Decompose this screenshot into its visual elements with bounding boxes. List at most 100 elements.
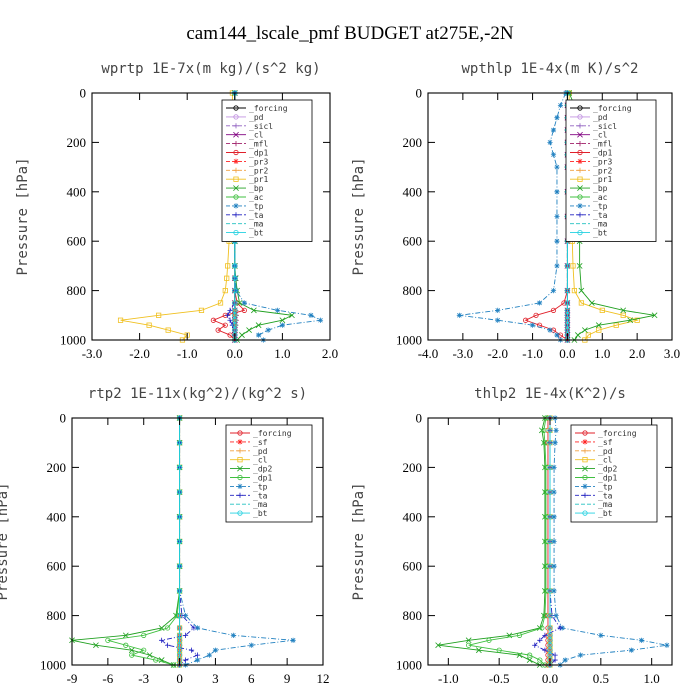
legend-marker [582,430,588,436]
legend-entry: _pr2 [249,166,268,175]
x-tick-label: -1.0 [522,346,543,361]
series-line [459,92,567,341]
data-point [564,300,571,306]
x-tick-label: -2.0 [487,346,508,361]
data-point [210,317,216,323]
data-point [308,312,314,318]
series-line [524,93,568,341]
data-point [547,514,553,520]
data-point [117,317,124,323]
x-tick-label: -9 [67,671,78,686]
legend-marker [233,194,239,200]
series-dp2 [435,415,548,668]
data-point [232,263,238,269]
data-point [176,588,183,594]
data-point [547,612,553,619]
y-tick-label: 800 [403,608,423,623]
data-point [227,307,233,313]
legend-marker [577,131,583,138]
data-point [122,632,129,639]
data-point [532,642,538,648]
y-tick-label: 400 [47,509,67,524]
data-point [165,625,171,631]
legend-entry: _mfl [249,140,268,149]
data-point [547,139,553,145]
data-point [542,647,548,653]
series-line [120,93,233,341]
legend-entry: _pr1 [593,175,612,184]
data-point [533,312,539,318]
plot-frame [427,92,673,341]
data-point [182,632,189,638]
data-point [93,642,99,649]
data-point [176,538,183,545]
data-point [141,632,147,638]
series-line [438,417,546,666]
data-point [547,538,553,545]
data-point [232,317,238,323]
data-point [554,164,560,170]
data-point [564,327,571,333]
data-point [176,440,183,446]
data-point [194,657,201,663]
legend-entry: _tp [253,482,268,491]
y-tick-label: 400 [403,509,423,524]
data-point [241,300,247,306]
data-point [225,263,231,269]
data-point [570,263,576,269]
series-dp2 [69,415,183,668]
legend-entry: _forcing [253,429,292,438]
data-point [206,652,213,658]
legend-marker [233,212,239,218]
data-point [128,647,135,654]
legend-entry: _pr2 [593,166,612,175]
x-tick-label: 0.0 [542,671,558,686]
data-point [255,322,262,329]
plot-frame [71,417,324,666]
data-point [547,427,553,433]
data-point [176,612,183,619]
data-point [105,637,111,643]
legend-entry: _bp [593,184,608,193]
y-tick-label: 400 [67,184,87,199]
data-point [553,427,559,433]
data-point [217,300,224,306]
data-point [176,652,183,658]
data-point [554,263,560,269]
legend-marker [233,203,239,209]
legend-marker [577,141,583,147]
y-tick-label: 1000 [60,333,86,348]
legend-marker [237,430,243,436]
legend-box [221,99,313,242]
y-tick-label: 1000 [40,658,66,673]
panel-title: rtp2 1E-11x(kg^2)/(kg^2 s) [88,386,307,402]
legend-entry: _bt [598,509,613,518]
legend-entry: _dp1 [249,149,268,158]
data-point [613,322,619,328]
data-point [232,307,238,313]
data-point [541,427,547,433]
data-point [176,642,183,648]
data-point [265,327,271,333]
x-tick-label: -4.0 [418,346,439,361]
data-point [182,657,189,663]
data-point [250,307,257,314]
y-tick-label: 0 [416,86,423,101]
legend: _forcing_pd_sicl_cl_mfl_dp1_pr3_pr2_pr1_… [221,99,313,242]
data-point [550,288,557,294]
series-dp1 [522,90,571,343]
legend-marker [237,483,243,489]
data-point [536,300,543,306]
data-point [576,263,583,269]
x-tick-label: 9 [284,671,291,686]
data-point [542,612,548,619]
data-point [176,637,183,643]
data-point [552,652,558,658]
y-tick-label: 600 [67,234,87,249]
legend-marker [577,123,583,129]
legend-marker [233,141,239,147]
data-point [577,652,584,658]
y-tick-label: 600 [47,559,67,574]
legend-entry: _pr3 [249,157,268,166]
